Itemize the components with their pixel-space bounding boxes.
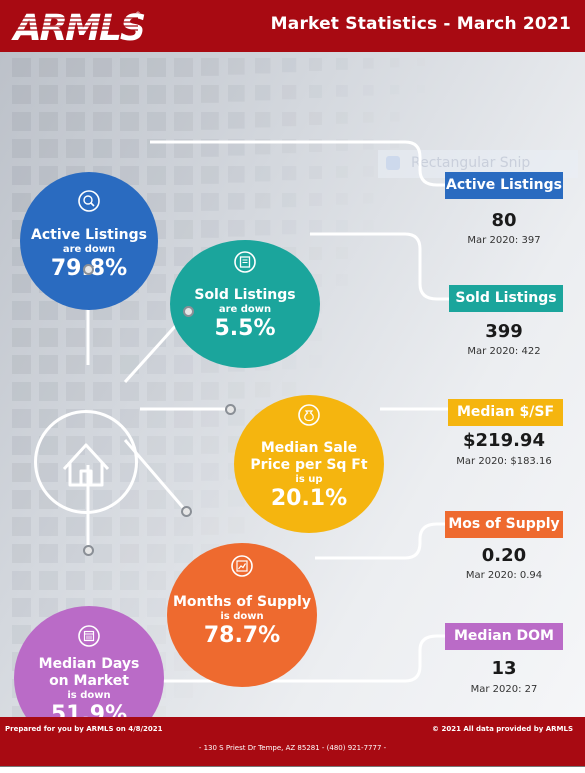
sold-listings-label: Sold Listings <box>194 287 296 303</box>
armls-logo: ARMLS ® <box>8 7 146 45</box>
active-listings-value: 80 <box>491 210 517 231</box>
months-supply-prev: Mar 2020: 0.94 <box>465 570 543 581</box>
median-price-label-2: Price per Sq Ft <box>250 457 368 473</box>
median-dom-label-2: on Market <box>49 673 129 689</box>
address-text: - 130 S Priest Dr Tempe, AZ 85281 - (480… <box>198 744 387 752</box>
active-listings-circle: Active Listings are down 79.8% <box>20 172 158 310</box>
median-dom-prev: Mar 2020: 27 <box>470 684 538 695</box>
median-dom-badge: Median DOM <box>445 623 563 650</box>
median-dom-trend: is down <box>67 690 111 701</box>
months-supply-pct: 78.7% <box>203 623 281 648</box>
months-supply-label: Months of Supply <box>173 594 311 610</box>
median-price-trend: is up <box>295 474 323 485</box>
sold-listings-prev: Mar 2020: 422 <box>467 346 541 357</box>
sold-listings-badge: Sold Listings <box>449 285 563 312</box>
prepared-by-text: Prepared for you by ARMLS on 4/8/2021 <box>5 725 163 733</box>
sold-listings-trend: are down <box>218 304 272 315</box>
footer-bar: Prepared for you by ARMLS on 4/8/2021 © … <box>0 717 585 766</box>
house-icon <box>62 443 110 487</box>
median-dom-label-1: Median Days <box>38 656 140 672</box>
copyright-text: © 2021 All data provided by ARMLS <box>432 725 573 733</box>
line-supply <box>315 522 445 560</box>
active-listings-label: Active Listings <box>31 227 147 243</box>
line-active <box>150 140 446 187</box>
sold-listings-pct: 5.5% <box>214 316 276 341</box>
calendar-icon <box>78 625 100 647</box>
header-bar: ARMLS ® Market Statistics - March 2021 <box>0 0 585 52</box>
document-icon <box>234 251 256 273</box>
active-listings-prev: Mar 2020: 397 <box>467 235 541 246</box>
page-title: Market Statistics - March 2021 <box>270 14 571 34</box>
bottom-strip <box>0 766 585 773</box>
median-dom-pct: 51.9% <box>50 702 128 717</box>
connector-dot <box>225 404 236 415</box>
connector-dot <box>83 545 94 556</box>
connector-dot <box>181 506 192 517</box>
median-price-label-1: Median Sale <box>260 440 358 456</box>
median-price-prev: Mar 2020: $183.16 <box>456 456 552 467</box>
median-price-badge: Median $/SF <box>448 399 563 426</box>
sold-listings-value: 399 <box>485 321 523 342</box>
snip-label: Rectangular Snip <box>411 155 531 171</box>
infographic-area: Rectangular Snip <box>0 52 585 717</box>
money-bag-icon <box>298 404 320 426</box>
bar-chart-icon <box>231 555 253 577</box>
median-price-pct: 20.1% <box>270 486 348 511</box>
svg-text:®: ® <box>135 11 141 18</box>
magnifier-house-icon <box>78 190 100 212</box>
active-listings-trend: are down <box>62 244 116 255</box>
months-supply-value: 0.20 <box>481 545 527 566</box>
line-sold <box>310 232 449 301</box>
active-listings-badge: Active Listings <box>445 172 563 199</box>
months-supply-badge: Mos of Supply <box>445 511 563 538</box>
median-price-value: $219.94 <box>463 430 545 451</box>
median-dom-circle: Median Days on Market is down 51.9% <box>14 606 164 717</box>
median-dom-value: 13 <box>491 658 517 679</box>
connector-dot <box>83 264 94 275</box>
months-supply-trend: is down <box>220 611 264 622</box>
home-hub <box>34 410 138 514</box>
median-price-circle: Median Sale Price per Sq Ft is up 20.1% <box>234 395 384 533</box>
line-dom <box>160 634 445 683</box>
months-supply-circle: Months of Supply is down 78.7% <box>167 543 317 687</box>
connector-dot <box>183 306 194 317</box>
sold-listings-circle: Sold Listings are down 5.5% <box>170 240 320 368</box>
snip-icon <box>386 156 400 170</box>
